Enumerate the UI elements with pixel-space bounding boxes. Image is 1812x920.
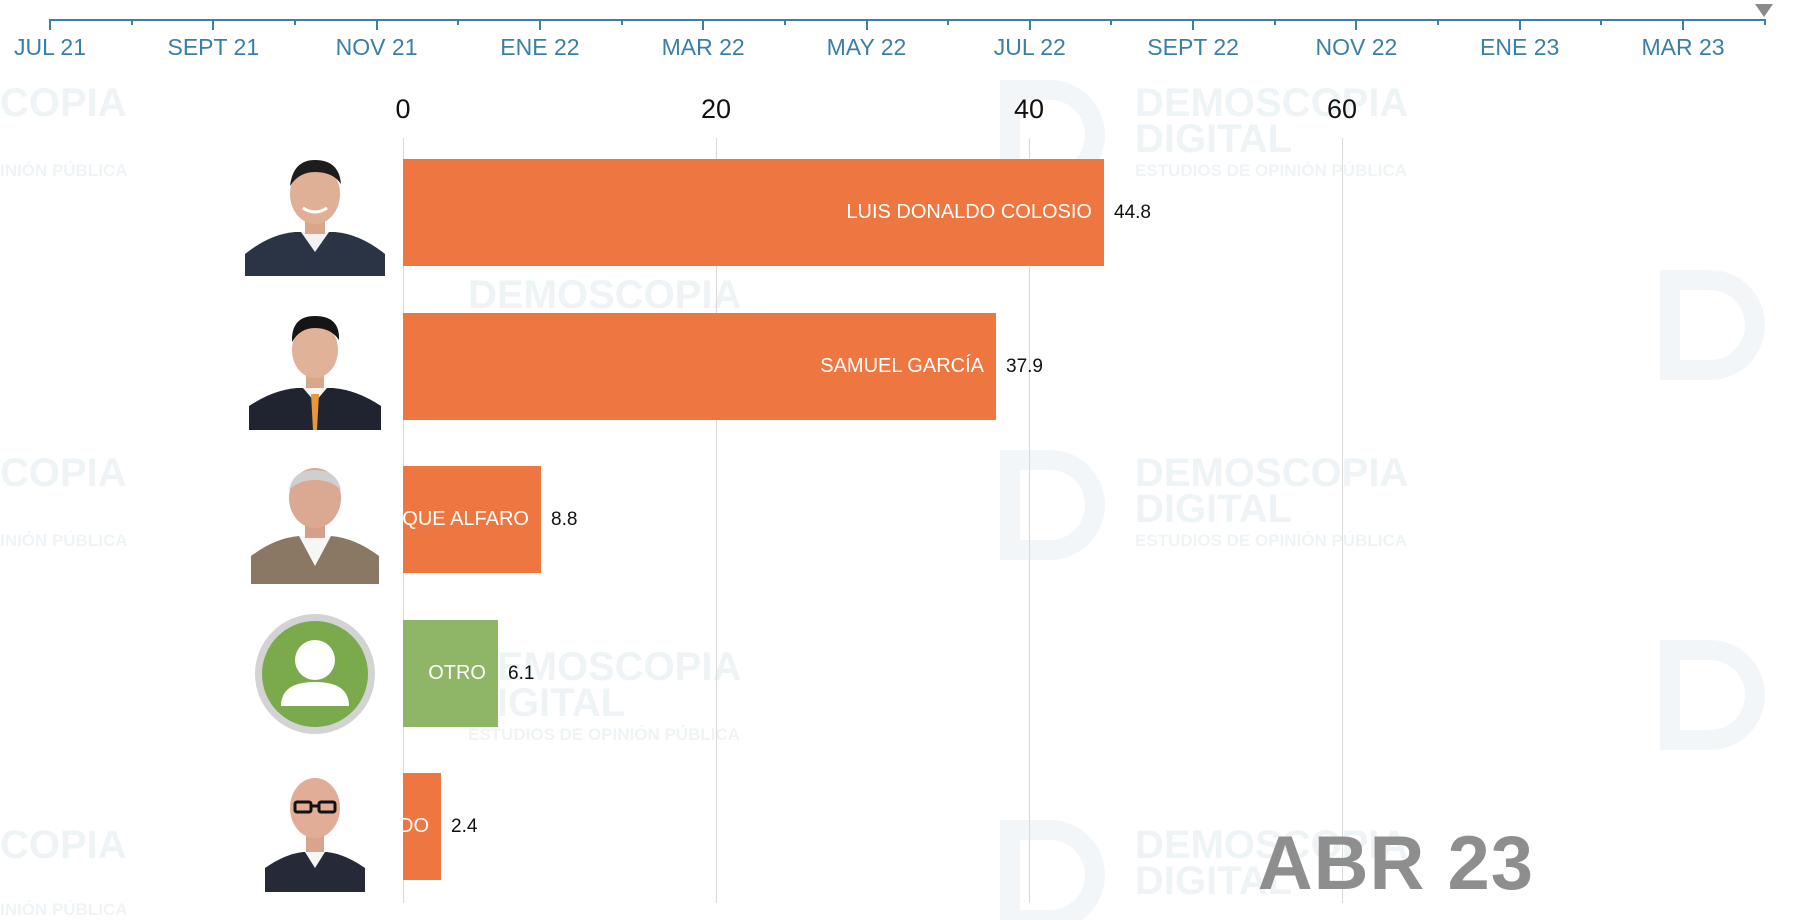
svg-text:ESTUDIOS DE OPINIÓN PÚBLICA: ESTUDIOS DE OPINIÓN PÚBLICA: [1135, 161, 1407, 180]
timeline-tick: [1028, 19, 1031, 30]
bar-category-label: OTRO: [428, 662, 486, 684]
svg-text:DIGITAL: DIGITAL: [1135, 859, 1292, 903]
timeline-label[interactable]: MAR 23: [1641, 34, 1725, 60]
timeline-tick: [1192, 19, 1195, 30]
timeline-tick: [865, 19, 868, 30]
svg-text:DEMOSCOPIA: DEMOSCOPIA: [1135, 451, 1408, 495]
x-tick-label: 40: [1013, 94, 1045, 124]
timeline-tick: [538, 19, 541, 30]
bar-value-label: 44.8: [1114, 202, 1151, 223]
gridline: [1342, 138, 1343, 903]
svg-text:DEMOSCOPIA: DEMOSCOPIA: [1135, 81, 1408, 125]
bar[interactable]: OTRO: [403, 620, 498, 727]
timeline-minor-tick: [620, 19, 623, 25]
bar-value-label: 37.9: [1006, 356, 1043, 377]
timeline-label[interactable]: NOV 21: [335, 34, 418, 60]
bar-category-label: SAMUEL GARCÍA: [820, 355, 984, 377]
timeline-minor-tick: [947, 19, 950, 25]
candidate-photo-1: [245, 148, 385, 276]
timeline-tick: [49, 19, 51, 30]
svg-text:DIGITAL: DIGITAL: [1135, 117, 1292, 161]
timeline-tick: [1518, 19, 1521, 30]
timeline-minor-tick: [1110, 19, 1113, 25]
svg-text:DIGITAL: DIGITAL: [1135, 487, 1292, 531]
x-tick-label: 0: [395, 94, 411, 124]
timeline-axis[interactable]: [50, 19, 1765, 21]
timeline-minor-tick: [293, 19, 296, 25]
svg-text:ESTUDIOS DE OPINIÓN PÚBLICA: ESTUDIOS DE OPINIÓN PÚBLICA: [468, 725, 740, 744]
timeline-label[interactable]: MAY 22: [826, 34, 907, 60]
gridline: [1029, 138, 1030, 903]
candidate-photo-2: [245, 302, 385, 430]
svg-text:INIÓN PÚBLICA: INIÓN PÚBLICA: [0, 161, 128, 180]
timeline-minor-tick: [783, 19, 786, 25]
timeline-tick: [375, 19, 378, 30]
bar-category-label: DO: [403, 815, 429, 837]
timeline-label[interactable]: SEPT 21: [167, 34, 260, 60]
user-avatar-icon: [245, 610, 385, 738]
watermark-logo: COPIA INIÓN PÚBLICA DEMOSCOPIA DIGITAL E…: [0, 81, 1408, 919]
svg-text:COPIA: COPIA: [0, 823, 127, 867]
timeline-minor-tick: [1763, 19, 1766, 25]
timeline-tick: [1355, 19, 1358, 30]
x-tick-label: 60: [1326, 94, 1358, 124]
timeline-tick: [1682, 19, 1684, 30]
timeline-label[interactable]: MAR 22: [661, 34, 745, 60]
timeline-label[interactable]: ENE 23: [1480, 34, 1560, 60]
current-period-label: ABR 23: [1257, 821, 1534, 906]
timeline-minor-tick: [1600, 19, 1603, 25]
bar[interactable]: LUIS DONALDO COLOSIO: [403, 159, 1104, 266]
gridline: [716, 138, 717, 903]
svg-text:DEMOSCOPIA: DEMOSCOPIA: [468, 645, 741, 689]
bar[interactable]: RIQUE ALFARO: [403, 466, 541, 573]
bar-value-label: 6.1: [508, 663, 535, 684]
timeline-label[interactable]: NOV 22: [1315, 34, 1398, 60]
svg-text:DEMOSCOPIA: DEMOSCOPIA: [468, 273, 741, 317]
timeline-label[interactable]: JUL 21: [13, 34, 87, 60]
candidate-photo-5: [245, 764, 385, 892]
bar-value-label: 8.8: [551, 509, 578, 530]
svg-text:ESTUDIOS DE OPINIÓN PÚBLICA: ESTUDIOS DE OPINIÓN PÚBLICA: [1135, 531, 1407, 550]
bar-category-label: LUIS DONALDO COLOSIO: [846, 201, 1092, 223]
bar-value-label: 2.4: [451, 816, 478, 837]
svg-text:COPIA: COPIA: [0, 451, 127, 495]
timeline-pointer-icon[interactable]: [1755, 4, 1773, 17]
timeline-label[interactable]: ENE 22: [500, 34, 580, 60]
bar[interactable]: SAMUEL GARCÍA: [403, 313, 996, 420]
timeline-tick: [212, 19, 215, 30]
timeline-minor-tick: [1437, 19, 1440, 25]
svg-text:INIÓN PÚBLICA: INIÓN PÚBLICA: [0, 900, 128, 919]
bar-category-label: RIQUE ALFARO: [403, 508, 529, 530]
timeline-minor-tick: [1273, 19, 1276, 25]
bar[interactable]: DO: [403, 773, 441, 880]
timeline-label[interactable]: SEPT 22: [1147, 34, 1239, 60]
timeline-minor-tick: [130, 19, 133, 25]
timeline-label[interactable]: JUL 22: [993, 34, 1066, 60]
svg-text:INIÓN PÚBLICA: INIÓN PÚBLICA: [0, 531, 128, 550]
x-tick-label: 20: [700, 94, 732, 124]
timeline-tick: [702, 19, 705, 30]
svg-text:DEMOSCOPIA: DEMOSCOPIA: [1135, 823, 1408, 867]
candidate-photo-3: [245, 456, 385, 584]
timeline-minor-tick: [457, 19, 460, 25]
svg-text:COPIA: COPIA: [0, 81, 127, 125]
